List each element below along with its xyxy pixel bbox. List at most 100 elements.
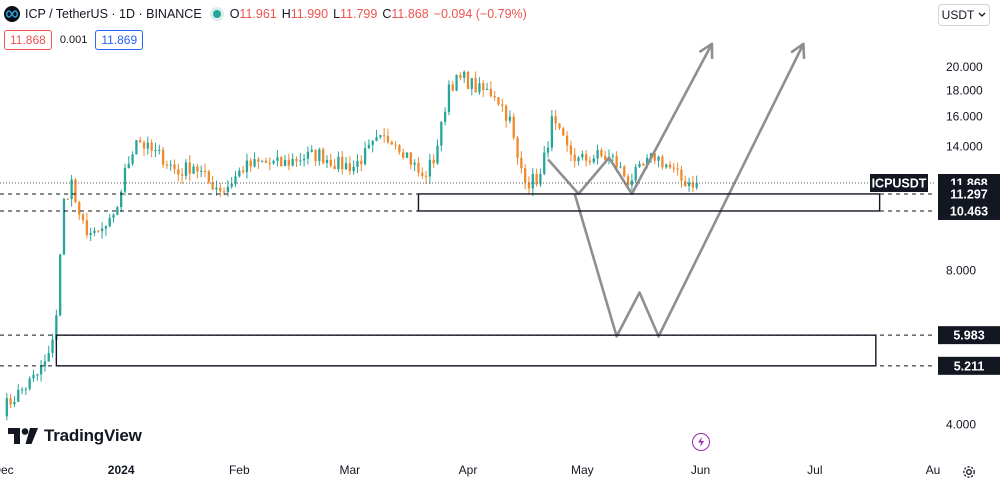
candle-body	[402, 152, 405, 158]
candle-body	[123, 168, 127, 192]
time-tick-label: Mar	[340, 463, 361, 477]
candle-body	[177, 169, 180, 175]
candle-body	[184, 162, 188, 176]
candle-body	[623, 166, 626, 177]
candle-body	[268, 162, 271, 164]
close-key: C	[382, 7, 392, 21]
candle-body	[222, 191, 226, 193]
candle-body	[383, 135, 386, 137]
candle-body	[142, 142, 146, 149]
candle-body	[47, 352, 50, 362]
low-value: 11.799	[340, 7, 378, 21]
candle-body	[585, 154, 588, 161]
candle-body	[367, 144, 371, 149]
candle-body	[546, 147, 550, 153]
candle-body	[17, 389, 20, 402]
brand-name: TradingView	[44, 426, 142, 445]
price-tick-label: 16.000	[946, 110, 983, 124]
candle-body	[287, 159, 291, 166]
candle-body	[100, 228, 104, 232]
candle-body	[672, 167, 675, 169]
candle-body	[684, 180, 687, 187]
candle-body	[520, 157, 523, 169]
time-tick-label: Au	[926, 463, 941, 477]
candle-body	[70, 179, 73, 200]
candle-body	[581, 154, 584, 158]
candle-body	[131, 154, 134, 164]
buy-price-button[interactable]: 11.869	[95, 30, 144, 50]
price-tick-label: 8.000	[946, 264, 976, 278]
price-tick-label: 20.000	[946, 60, 983, 74]
candle-body	[386, 135, 390, 142]
candle-body	[363, 148, 367, 165]
candle-body	[230, 183, 233, 187]
time-tick-label: Apr	[459, 463, 478, 477]
candle-body	[329, 159, 332, 166]
candle-body	[356, 160, 359, 167]
icp-logo-icon	[4, 6, 20, 22]
candle-body	[626, 176, 630, 186]
candle-body	[116, 207, 119, 215]
candle-body	[554, 116, 557, 124]
tradingview-logo-icon	[8, 428, 38, 444]
candle-body	[516, 137, 519, 158]
candle-body	[318, 149, 321, 162]
candle-body	[74, 179, 77, 203]
candle-body	[158, 149, 161, 151]
candle-body	[657, 156, 660, 161]
candle-body	[13, 401, 16, 405]
candle-body	[241, 170, 245, 173]
candle-body	[390, 141, 393, 145]
candle-body	[645, 157, 649, 166]
candle-body	[337, 156, 340, 170]
candle-body	[687, 182, 691, 187]
arrow-head-icon	[698, 42, 714, 59]
candle-body	[226, 186, 230, 193]
zigzag-arrow-left	[547, 43, 714, 196]
candle-body	[257, 159, 260, 162]
candle-body	[661, 156, 664, 168]
candle-body	[135, 140, 138, 155]
market-open-icon	[212, 10, 221, 18]
candle-body	[379, 135, 382, 138]
tradingview-logo[interactable]: TradingView	[8, 426, 142, 446]
price-tick-label: 14.000	[946, 139, 983, 153]
lightning-icon[interactable]	[692, 433, 710, 451]
price-tick-label: 4.000	[946, 418, 976, 432]
symbol-title[interactable]: ICP / TetherUS · 1D · BINANCE	[25, 7, 202, 21]
candle-body	[154, 150, 157, 152]
symbol-tag: ICPUSDT	[872, 176, 927, 190]
candle-body	[424, 175, 428, 177]
candle-body	[81, 214, 85, 221]
candle-body	[272, 160, 275, 164]
sell-price-button[interactable]: 11.868	[4, 30, 52, 50]
candle-body	[493, 95, 496, 98]
candle-body	[398, 145, 401, 153]
candle-body	[668, 164, 672, 168]
candle-body	[501, 104, 504, 106]
candle-body	[436, 145, 439, 164]
candle-body	[375, 137, 378, 141]
candle-body	[680, 169, 683, 181]
candle-body	[207, 171, 210, 183]
candle-body	[634, 166, 637, 181]
change-value: −0.094 (−0.79%)	[433, 7, 527, 21]
candle-body	[200, 170, 203, 172]
currency-selector[interactable]: USDT	[938, 4, 990, 26]
candle-body	[283, 159, 287, 167]
candle-body	[192, 166, 195, 174]
settings-gear-icon[interactable]	[958, 461, 980, 483]
price-tick-label: 18.000	[946, 83, 983, 97]
candle-body	[51, 339, 54, 353]
candle-body	[455, 74, 458, 91]
candle-body	[592, 158, 595, 163]
candle-body	[264, 160, 268, 163]
candle-body	[539, 173, 542, 185]
level-price-tag-bg	[938, 201, 1000, 220]
candle-body	[341, 156, 344, 170]
level-price-tag-bg	[938, 184, 1000, 203]
candle-body	[565, 135, 569, 146]
candle-body	[169, 164, 172, 166]
